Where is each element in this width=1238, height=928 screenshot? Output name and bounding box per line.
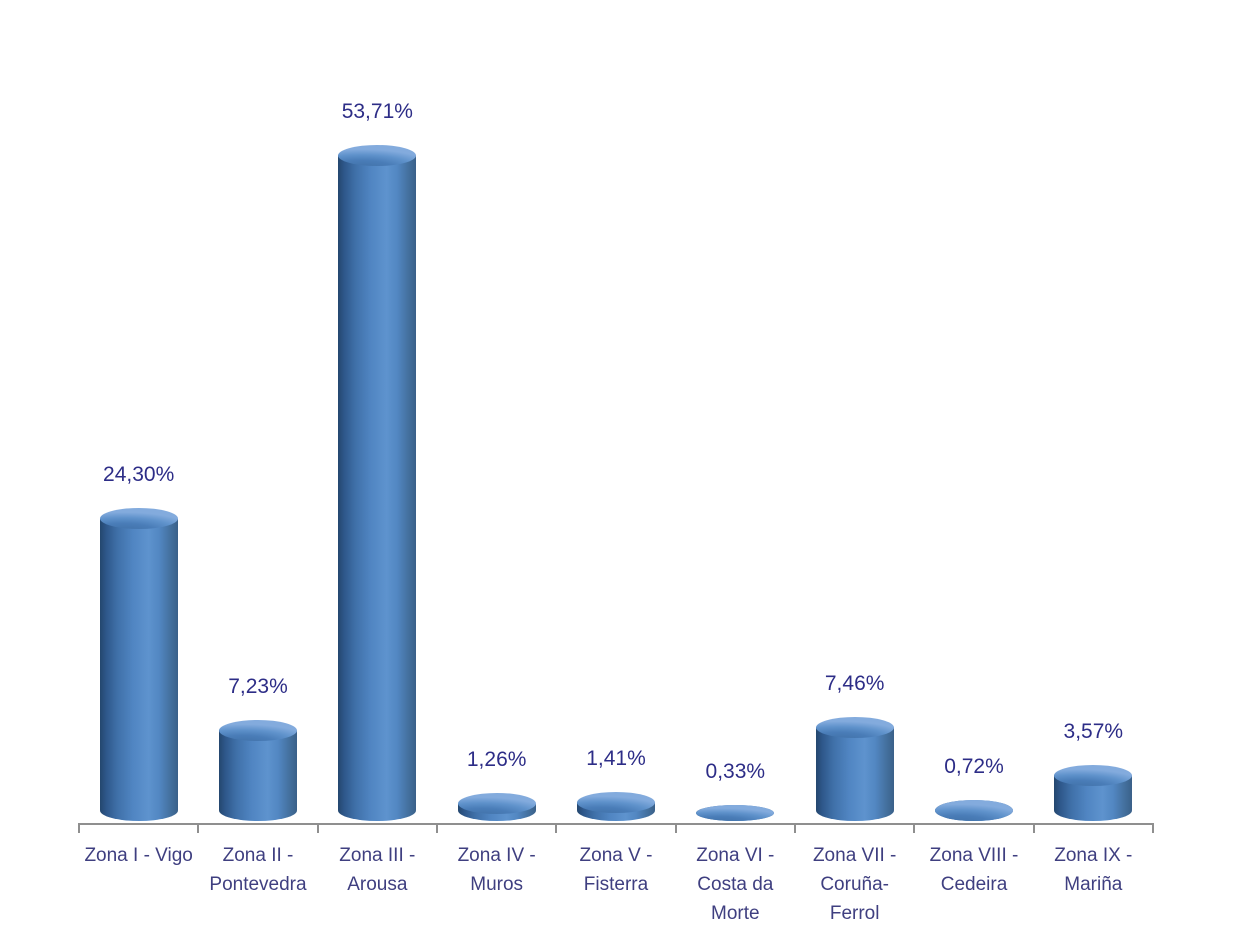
x-axis-tick (317, 823, 319, 833)
x-axis-tick (555, 823, 557, 833)
x-axis-label-line: Muros (437, 870, 556, 899)
bar-cylinder (338, 145, 416, 821)
bar-value-label: 7,23% (188, 674, 328, 700)
x-axis-tick (1152, 823, 1154, 833)
x-axis-label-line: Pontevedra (198, 870, 317, 899)
x-axis-label: Zona IX -Mariña (1034, 841, 1153, 899)
x-axis-label: Zona VIII -Cedeira (914, 841, 1033, 899)
bar-cylinder (577, 792, 655, 821)
x-axis-tick (78, 823, 80, 833)
x-axis-line (79, 823, 1153, 825)
bar-value-label: 7,46% (785, 671, 925, 697)
x-axis-label-line: Zona III - (318, 841, 437, 870)
x-axis-label: Zona VII -Coruña-Ferrol (795, 841, 914, 928)
x-axis-label-line: Zona IV - (437, 841, 556, 870)
bar-body (219, 730, 297, 810)
x-axis-label-line: Costa da (676, 870, 795, 899)
x-axis-label: Zona IV -Muros (437, 841, 556, 899)
x-axis-label-line: Cedeira (914, 870, 1033, 899)
bar-top-ellipse (696, 805, 774, 821)
x-axis-tick (1033, 823, 1035, 833)
x-axis-tick (675, 823, 677, 833)
bar-value-label: 3,57% (1023, 719, 1163, 745)
x-axis-label-line: Morte (676, 899, 795, 928)
x-axis-label: Zona I - Vigo (79, 841, 198, 870)
bar-value-label: 24,30% (69, 462, 209, 488)
bar-top-ellipse (935, 800, 1013, 821)
x-axis-label-line: Mariña (1034, 870, 1153, 899)
x-axis-tick (913, 823, 915, 833)
x-axis-label: Zona V -Fisterra (556, 841, 675, 899)
x-axis-label-line: Zona VI - (676, 841, 795, 870)
bar-top-ellipse (219, 720, 297, 741)
bar-cylinder (816, 717, 894, 821)
bar-cylinder (696, 805, 774, 821)
bar-cylinder (100, 508, 178, 821)
bar-top-ellipse (577, 792, 655, 813)
x-axis-label-line: Coruña- (795, 870, 914, 899)
x-axis-tick (794, 823, 796, 833)
bar-cylinder (935, 800, 1013, 821)
x-axis-label-line: Zona V - (556, 841, 675, 870)
x-axis-label-line: Zona VII - (795, 841, 914, 870)
bar-value-label: 0,72% (904, 754, 1044, 780)
x-axis-label-line: Zona II - (198, 841, 317, 870)
bar-value-label: 53,71% (307, 99, 447, 125)
x-axis-label: Zona III -Arousa (318, 841, 437, 899)
x-axis-label-line: Arousa (318, 870, 437, 899)
bar-cylinder (219, 720, 297, 821)
bar-cylinder (1054, 765, 1132, 821)
bar-top-ellipse (1054, 765, 1132, 786)
x-axis-label-line: Zona VIII - (914, 841, 1033, 870)
x-axis-tick (197, 823, 199, 833)
bar-body (338, 155, 416, 810)
bar-top-ellipse (816, 717, 894, 738)
x-axis-label-line: Zona I - Vigo (79, 841, 198, 870)
x-axis-label-line: Ferrol (795, 899, 914, 928)
bar-body (100, 519, 178, 811)
x-axis-tick (436, 823, 438, 833)
bar-value-label: 0,33% (665, 759, 805, 785)
bar-top-ellipse (338, 145, 416, 166)
x-axis-label-line: Fisterra (556, 870, 675, 899)
bar-cylinder (458, 793, 536, 821)
bar-body (816, 727, 894, 810)
x-axis-label-line: Zona IX - (1034, 841, 1153, 870)
x-axis-label: Zona II -Pontevedra (198, 841, 317, 899)
